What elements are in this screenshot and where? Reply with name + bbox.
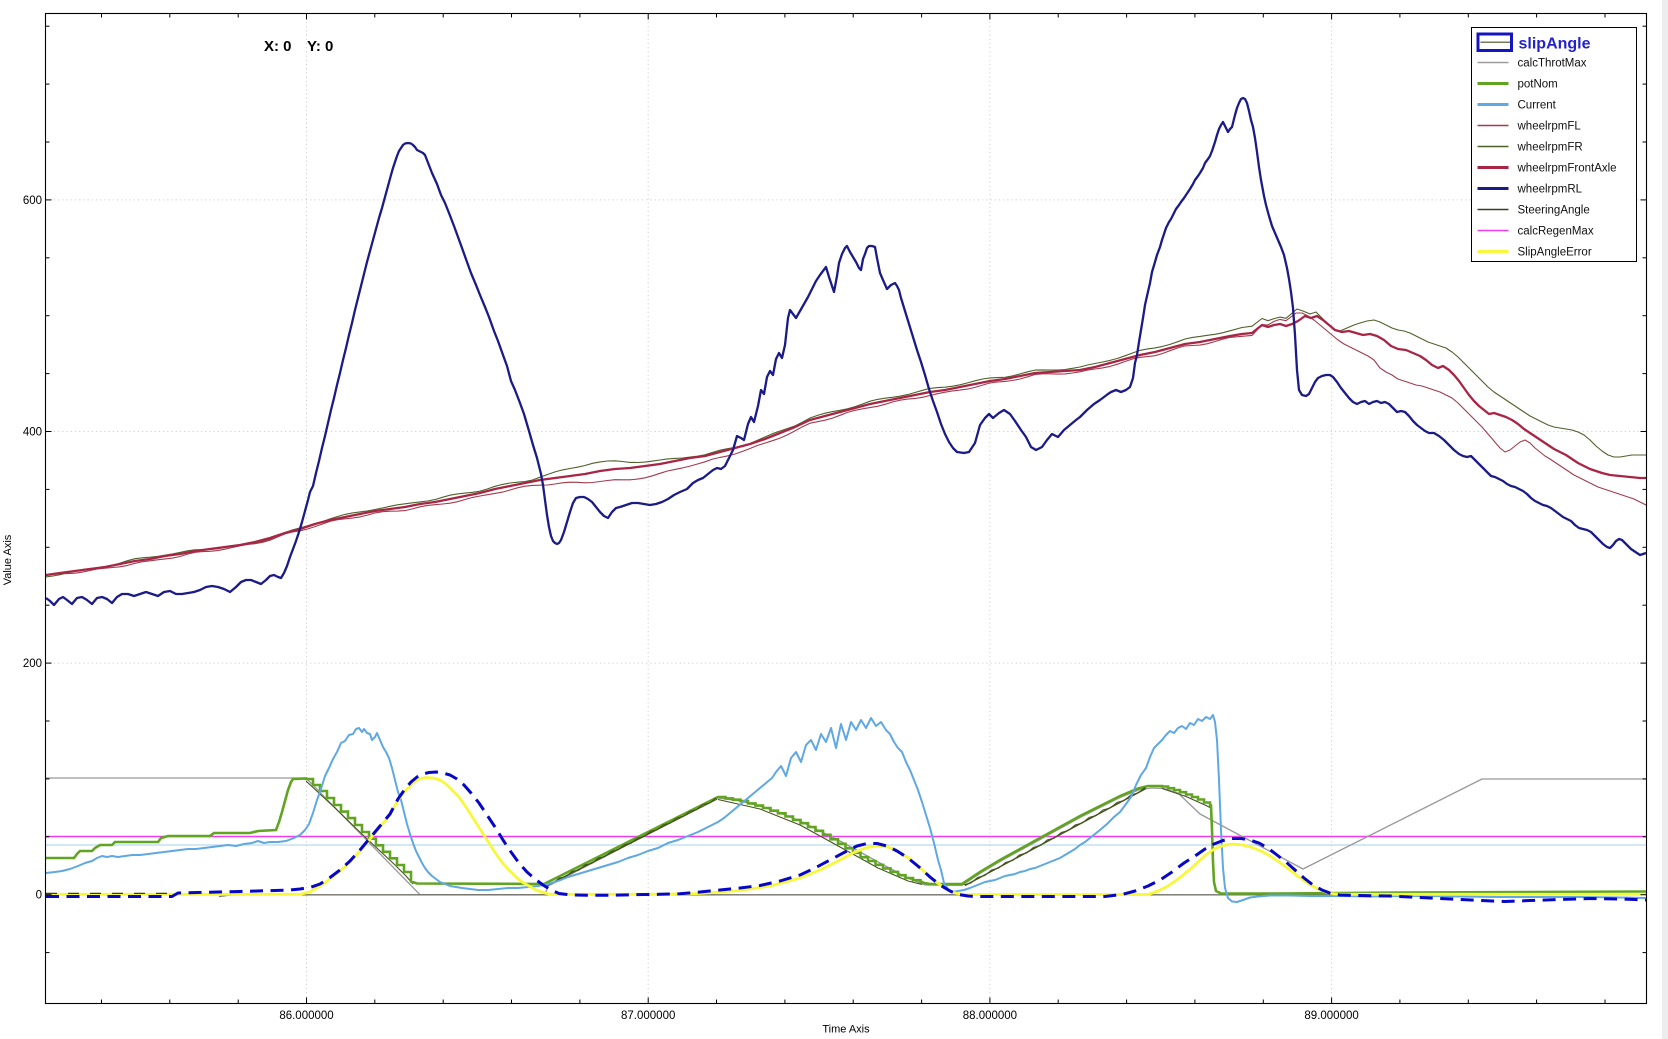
svg-text:calcRegenMax: calcRegenMax (1518, 226, 1594, 238)
svg-text:Current: Current (1518, 100, 1557, 112)
svg-text:0: 0 (36, 890, 42, 902)
svg-text:200: 200 (23, 658, 42, 670)
svg-text:88.000000: 88.000000 (963, 1010, 1017, 1022)
svg-text:SlipAngleError: SlipAngleError (1518, 247, 1592, 259)
svg-text:calcThrotMax: calcThrotMax (1518, 58, 1587, 70)
svg-text:Value Axis: Value Axis (2, 534, 14, 585)
svg-text:87.000000: 87.000000 (621, 1010, 675, 1022)
svg-text:potNom: potNom (1518, 79, 1558, 91)
svg-text:86.000000: 86.000000 (279, 1010, 333, 1022)
svg-text:Time Axis: Time Axis (822, 1024, 870, 1036)
svg-text:SteeringAngle: SteeringAngle (1518, 205, 1590, 217)
svg-text:600: 600 (23, 195, 42, 207)
svg-text:wheelrpmFR: wheelrpmFR (1517, 142, 1583, 154)
svg-text:wheelrpmRL: wheelrpmRL (1517, 184, 1583, 196)
svg-text:89.000000: 89.000000 (1304, 1010, 1358, 1022)
svg-text:400: 400 (23, 427, 42, 439)
svg-text:Y: 0: Y: 0 (307, 38, 333, 55)
svg-text:wheelrpmFrontAxle: wheelrpmFrontAxle (1517, 163, 1617, 175)
svg-text:X: 0: X: 0 (264, 38, 292, 55)
svg-text:slipAngle: slipAngle (1519, 36, 1591, 53)
svg-text:wheelrpmFL: wheelrpmFL (1517, 121, 1582, 133)
